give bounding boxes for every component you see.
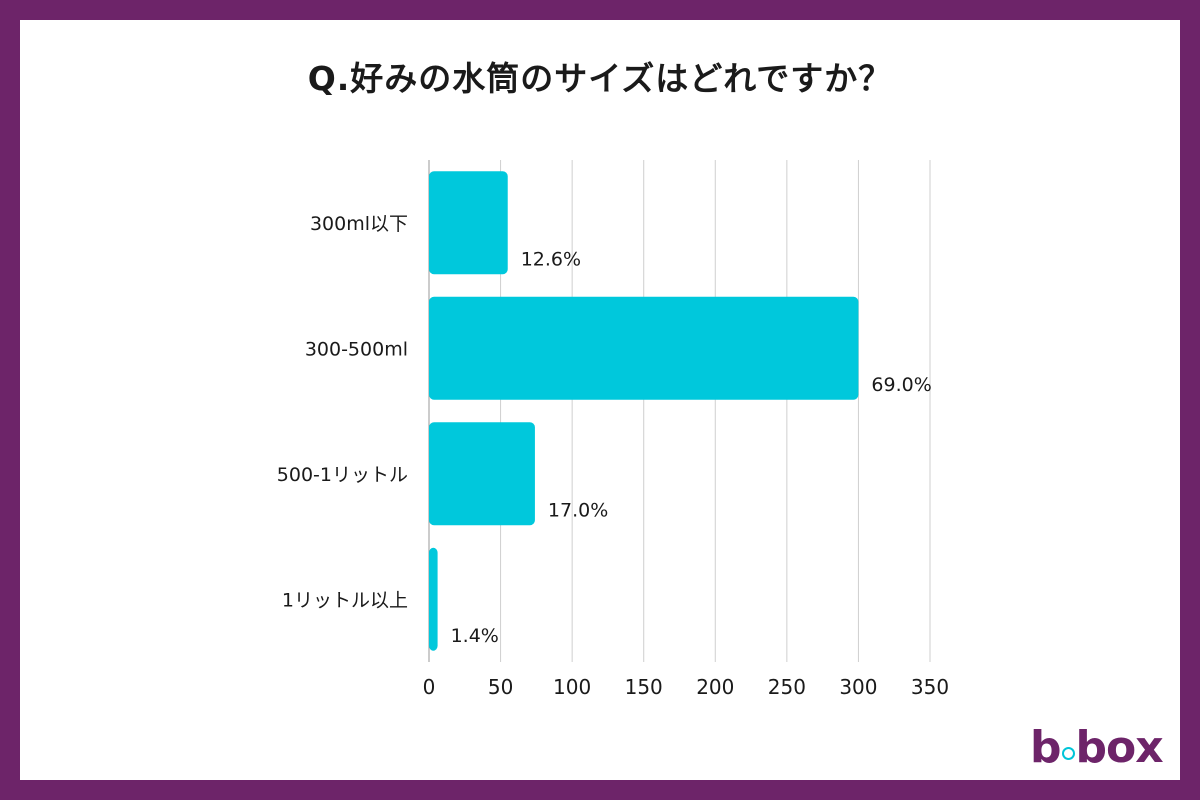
category-label: 300-500ml (305, 338, 408, 360)
data-label: 17.0% (548, 499, 608, 521)
x-tick-label: 300 (839, 675, 877, 699)
data-label: 12.6% (521, 248, 581, 270)
x-tick-label: 0 (423, 675, 436, 699)
bar (429, 296, 859, 400)
category-label: 300ml以下 (310, 213, 408, 235)
bar (429, 171, 508, 275)
logo-text-right: box (1075, 722, 1164, 773)
x-tick-label: 250 (768, 675, 806, 699)
data-label: 1.4% (451, 625, 499, 647)
data-label: 69.0% (871, 374, 931, 396)
logo-dot-icon (1061, 747, 1075, 760)
bbox-logo: b box (1030, 722, 1164, 773)
x-tick-label: 150 (625, 675, 663, 699)
chart-title: Q.好みの水筒のサイズはどれですか？ (307, 59, 893, 98)
category-label: 1リットル以上 (282, 589, 408, 611)
logo-text-left: b (1030, 722, 1061, 773)
x-tick-label: 200 (696, 675, 734, 699)
bar (429, 547, 438, 651)
bar (429, 422, 535, 526)
category-label: 500-1リットル (277, 464, 408, 486)
x-tick-label: 50 (488, 675, 513, 699)
x-tick-label: 100 (553, 675, 591, 699)
x-tick-label: 350 (911, 675, 949, 699)
